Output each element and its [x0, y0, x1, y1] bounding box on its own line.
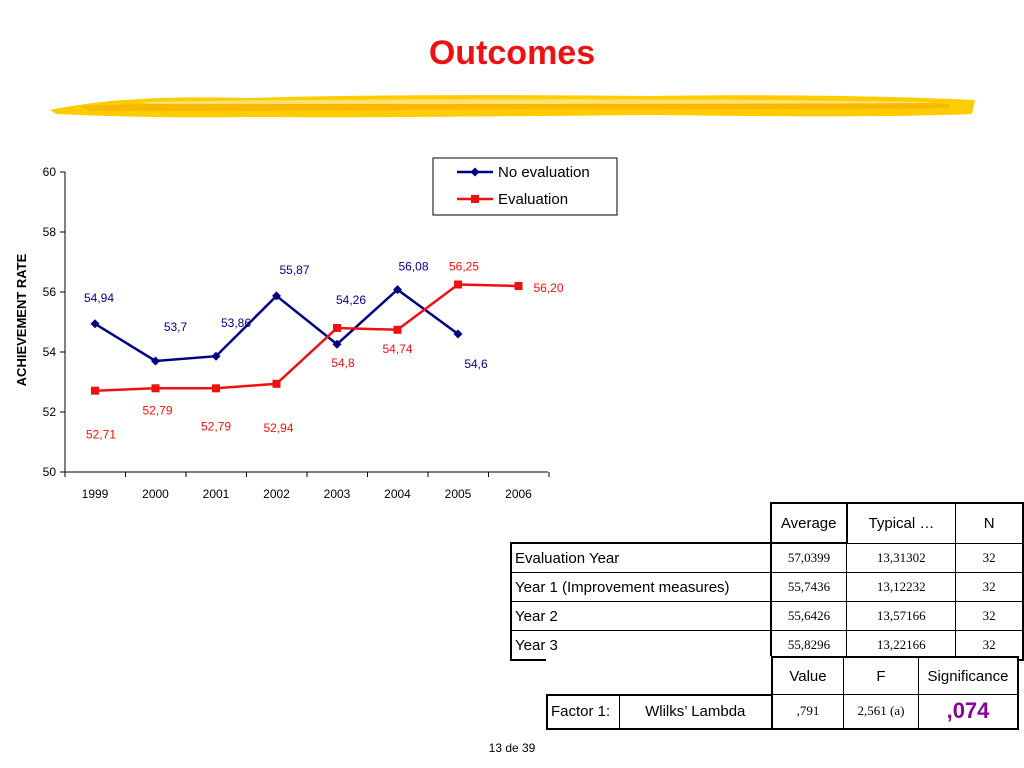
data-point-marker [393, 325, 402, 334]
achievement-line-chart: ACHIEVEMENT RATE 50 52 54 56 58 60 1999 2000 20… [14, 157, 618, 501]
y-tick-label: 54 [43, 345, 57, 359]
x-tick-label: 2001 [203, 487, 230, 501]
data-point-marker [333, 324, 341, 332]
legend-marker [471, 195, 479, 203]
data-label: 54,6 [464, 357, 488, 371]
x-tick-label: 2006 [505, 487, 532, 501]
data-label: 55,87 [279, 263, 309, 277]
x-tick-label: 2004 [384, 487, 411, 501]
data-point-marker [212, 384, 220, 393]
row-label: Year 1 (Improvement measures) [510, 572, 772, 602]
y-tick-label: 60 [43, 165, 57, 179]
data-label: 56,20 [533, 281, 563, 295]
cell-typical: 13,22166 [846, 630, 957, 661]
data-label: 52,94 [263, 421, 293, 435]
x-tick-label: 2000 [142, 487, 169, 501]
cell-test-name: Wlilks’ Lambda [618, 693, 773, 730]
data-point-marker [272, 291, 281, 301]
data-label: 52,71 [86, 428, 116, 442]
cell-significance: ,074 [918, 694, 1019, 730]
cell-n: 32 [955, 542, 1024, 573]
yellow-brush-stroke-divider [50, 95, 975, 118]
header-significance: Significance [918, 656, 1019, 695]
data-point-marker [90, 319, 100, 329]
legend-label: Evaluation [498, 191, 568, 208]
row-label: Year 2 [510, 601, 772, 631]
cell-average: 55,8296 [769, 630, 848, 661]
x-tick-label: 2002 [263, 487, 290, 501]
table-header-row: Value F Significance [547, 656, 1019, 695]
cell-average: 55,7436 [769, 572, 848, 602]
chart-legend: No evaluation Evaluation [432, 157, 618, 216]
data-label: 52,79 [142, 403, 172, 417]
data-label: 53,86 [221, 316, 251, 330]
cell-typical: 13,12232 [846, 572, 957, 602]
data-point-marker [454, 280, 462, 289]
cell-typical: 13,57166 [846, 601, 957, 631]
data-point-marker [211, 351, 221, 361]
data-point-marker [151, 384, 160, 393]
data-label: 56,25 [449, 260, 479, 274]
header-value: Value [771, 656, 844, 695]
data-point-marker [151, 356, 160, 366]
descriptive-statistics-table: Average Typical … N Evaluation Year 57,0… [510, 502, 1024, 661]
table-row: Year 1 (Improvement measures) 55,7436 13… [510, 572, 1024, 602]
data-label: 53,7 [164, 320, 188, 334]
data-label: 54,94 [84, 291, 114, 305]
table-row: Evaluation Year 57,0399 13,31302 32 [510, 542, 1024, 573]
table-header-row: Average Typical … N [511, 502, 1024, 544]
data-point-marker [393, 285, 402, 295]
header-typical: Typical … [846, 502, 957, 544]
legend-marker [470, 167, 480, 177]
data-label: 54,74 [382, 342, 412, 356]
legend-label: No evaluation [498, 164, 590, 181]
y-tick-label: 52 [43, 405, 57, 419]
y-axis-label: ACHIEVEMENT RATE [14, 253, 29, 386]
multivariate-test-table: Value F Significance Factor 1: Wlilks’ L… [546, 656, 1019, 730]
data-point-marker [453, 329, 463, 339]
data-label: 52,79 [201, 419, 231, 433]
cell-n: 32 [955, 630, 1024, 661]
data-point-marker [272, 379, 281, 388]
page-number: 13 de 39 [488, 741, 536, 755]
y-tick-label: 58 [43, 225, 57, 239]
data-point-marker [91, 386, 99, 395]
cell-n: 32 [955, 572, 1024, 602]
row-label: Evaluation Year [510, 542, 772, 573]
slide-title: Outcomes [428, 34, 596, 72]
data-point-marker [332, 339, 342, 349]
data-point-marker [514, 282, 523, 290]
data-label: 56,08 [398, 260, 428, 274]
header-f: F [843, 656, 919, 695]
cell-n: 32 [955, 601, 1024, 631]
table-row: Factor 1: Wlilks’ Lambda ,791 2,561 (a) … [546, 693, 1019, 730]
x-tick-label: 2003 [324, 487, 351, 501]
header-n: N [955, 502, 1024, 544]
y-tick-label: 56 [43, 285, 57, 299]
data-label: 54,26 [336, 293, 366, 307]
x-tick-label: 1999 [82, 487, 109, 501]
table-row: Year 2 55,6426 13,57166 32 [510, 601, 1024, 631]
cell-value: ,791 [771, 694, 844, 730]
series-line-evaluation [94, 283, 519, 392]
y-tick-label: 50 [43, 465, 57, 479]
cell-average: 55,6426 [769, 601, 848, 631]
cell-average: 57,0399 [769, 542, 848, 573]
data-label: 54,8 [331, 356, 355, 370]
header-average: Average [769, 502, 848, 544]
x-tick-label: 2005 [445, 487, 472, 501]
cell-factor: Factor 1: [546, 693, 620, 730]
cell-f: 2,561 (a) [843, 694, 919, 730]
cell-typical: 13,31302 [846, 542, 957, 573]
